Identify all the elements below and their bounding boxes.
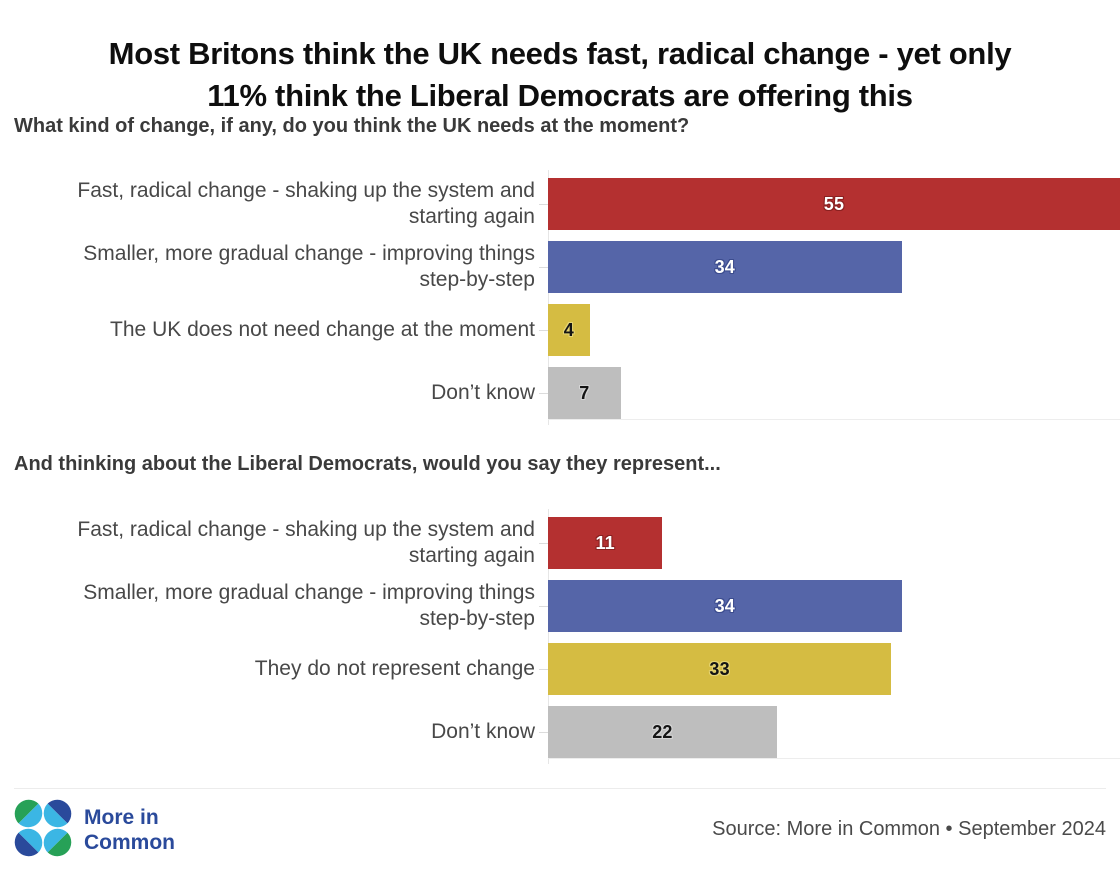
bar: 34 [548,241,902,293]
chart-row: Don’t know 7 [0,367,1120,419]
category-label: Fast, radical change - shaking up the sy… [77,518,535,567]
bar-plot-area: 11 [539,517,1120,569]
category-label: Don’t know [431,381,535,404]
wordmark-line-1: More in [84,806,159,829]
bar-value-label: 4 [563,319,574,340]
bar: 33 [548,643,892,695]
chart-2-y-axis-line [548,509,549,764]
source-attribution: Source: More in Common • September 2024 [712,818,1106,840]
axis-tick [539,669,548,670]
bar-plot-area: 22 [539,706,1120,758]
bar: 34 [548,580,902,632]
bar: 11 [548,517,663,569]
bar-plot-area: 34 [539,241,1120,293]
category-label: They do not represent change [254,657,535,680]
chart-2-x-baseline [548,758,1120,759]
axis-tick [539,267,548,268]
chart-row: They do not represent change 33 [0,643,1120,695]
chart-row: Smaller, more gradual change - improving… [0,241,1120,293]
main-title-line-2: 11% think the Liberal Democrats are offe… [207,77,913,113]
bar-value-label: 34 [714,256,735,277]
chart-row: Fast, radical change - shaking up the sy… [0,517,1120,569]
chart-row: Fast, radical change - shaking up the sy… [0,178,1120,230]
chart-1: Fast, radical change - shaking up the sy… [0,170,1120,425]
chart-2-question: And thinking about the Liberal Democrats… [14,453,721,475]
main-title: Most Britons think the UK needs fast, ra… [0,33,1120,117]
chart-row: The UK does not need change at the momen… [0,304,1120,356]
more-in-common-wordmark: More in Common [84,805,175,855]
bar: 7 [548,367,621,419]
chart-1-x-baseline [548,419,1120,420]
chart-2: Fast, radical change - shaking up the sy… [0,509,1120,764]
axis-tick [539,330,548,331]
bar-value-label: 33 [709,658,730,679]
category-label: Fast, radical change - shaking up the sy… [77,179,535,228]
axis-tick [539,606,548,607]
footer-divider [14,788,1106,789]
bar-value-label: 22 [652,721,673,742]
axis-tick [539,393,548,394]
bar-value-label: 7 [579,382,590,403]
more-in-common-logo-icon [14,799,72,857]
wordmark-line-2: Common [84,831,175,854]
main-title-line-1: Most Britons think the UK needs fast, ra… [108,35,1012,71]
bar-plot-area: 34 [539,580,1120,632]
axis-tick [539,543,548,544]
category-label: Don’t know [431,720,535,743]
category-label: Smaller, more gradual change - improving… [83,581,535,630]
bar: 4 [548,304,590,356]
category-label: Smaller, more gradual change - improving… [83,242,535,291]
chart-1-y-axis-line [548,170,549,425]
chart-1-question: What kind of change, if any, do you thin… [14,115,690,137]
category-label: The UK does not need change at the momen… [110,318,535,341]
chart-1-rows: Fast, radical change - shaking up the sy… [0,178,1120,419]
axis-tick [539,204,548,205]
bar-plot-area: 33 [539,643,1120,695]
bar-value-label: 11 [595,532,615,553]
chart-row: Don’t know 22 [0,706,1120,758]
bar-plot-area: 55 [539,178,1120,230]
bar-value-label: 34 [714,595,735,616]
bar-value-label: 55 [823,193,845,214]
bar: 22 [548,706,777,758]
bar-plot-area: 4 [539,304,1120,356]
axis-tick [539,732,548,733]
bar-plot-area: 7 [539,367,1120,419]
chart-2-rows: Fast, radical change - shaking up the sy… [0,517,1120,758]
bar: 55 [548,178,1120,230]
chart-row: Smaller, more gradual change - improving… [0,580,1120,632]
